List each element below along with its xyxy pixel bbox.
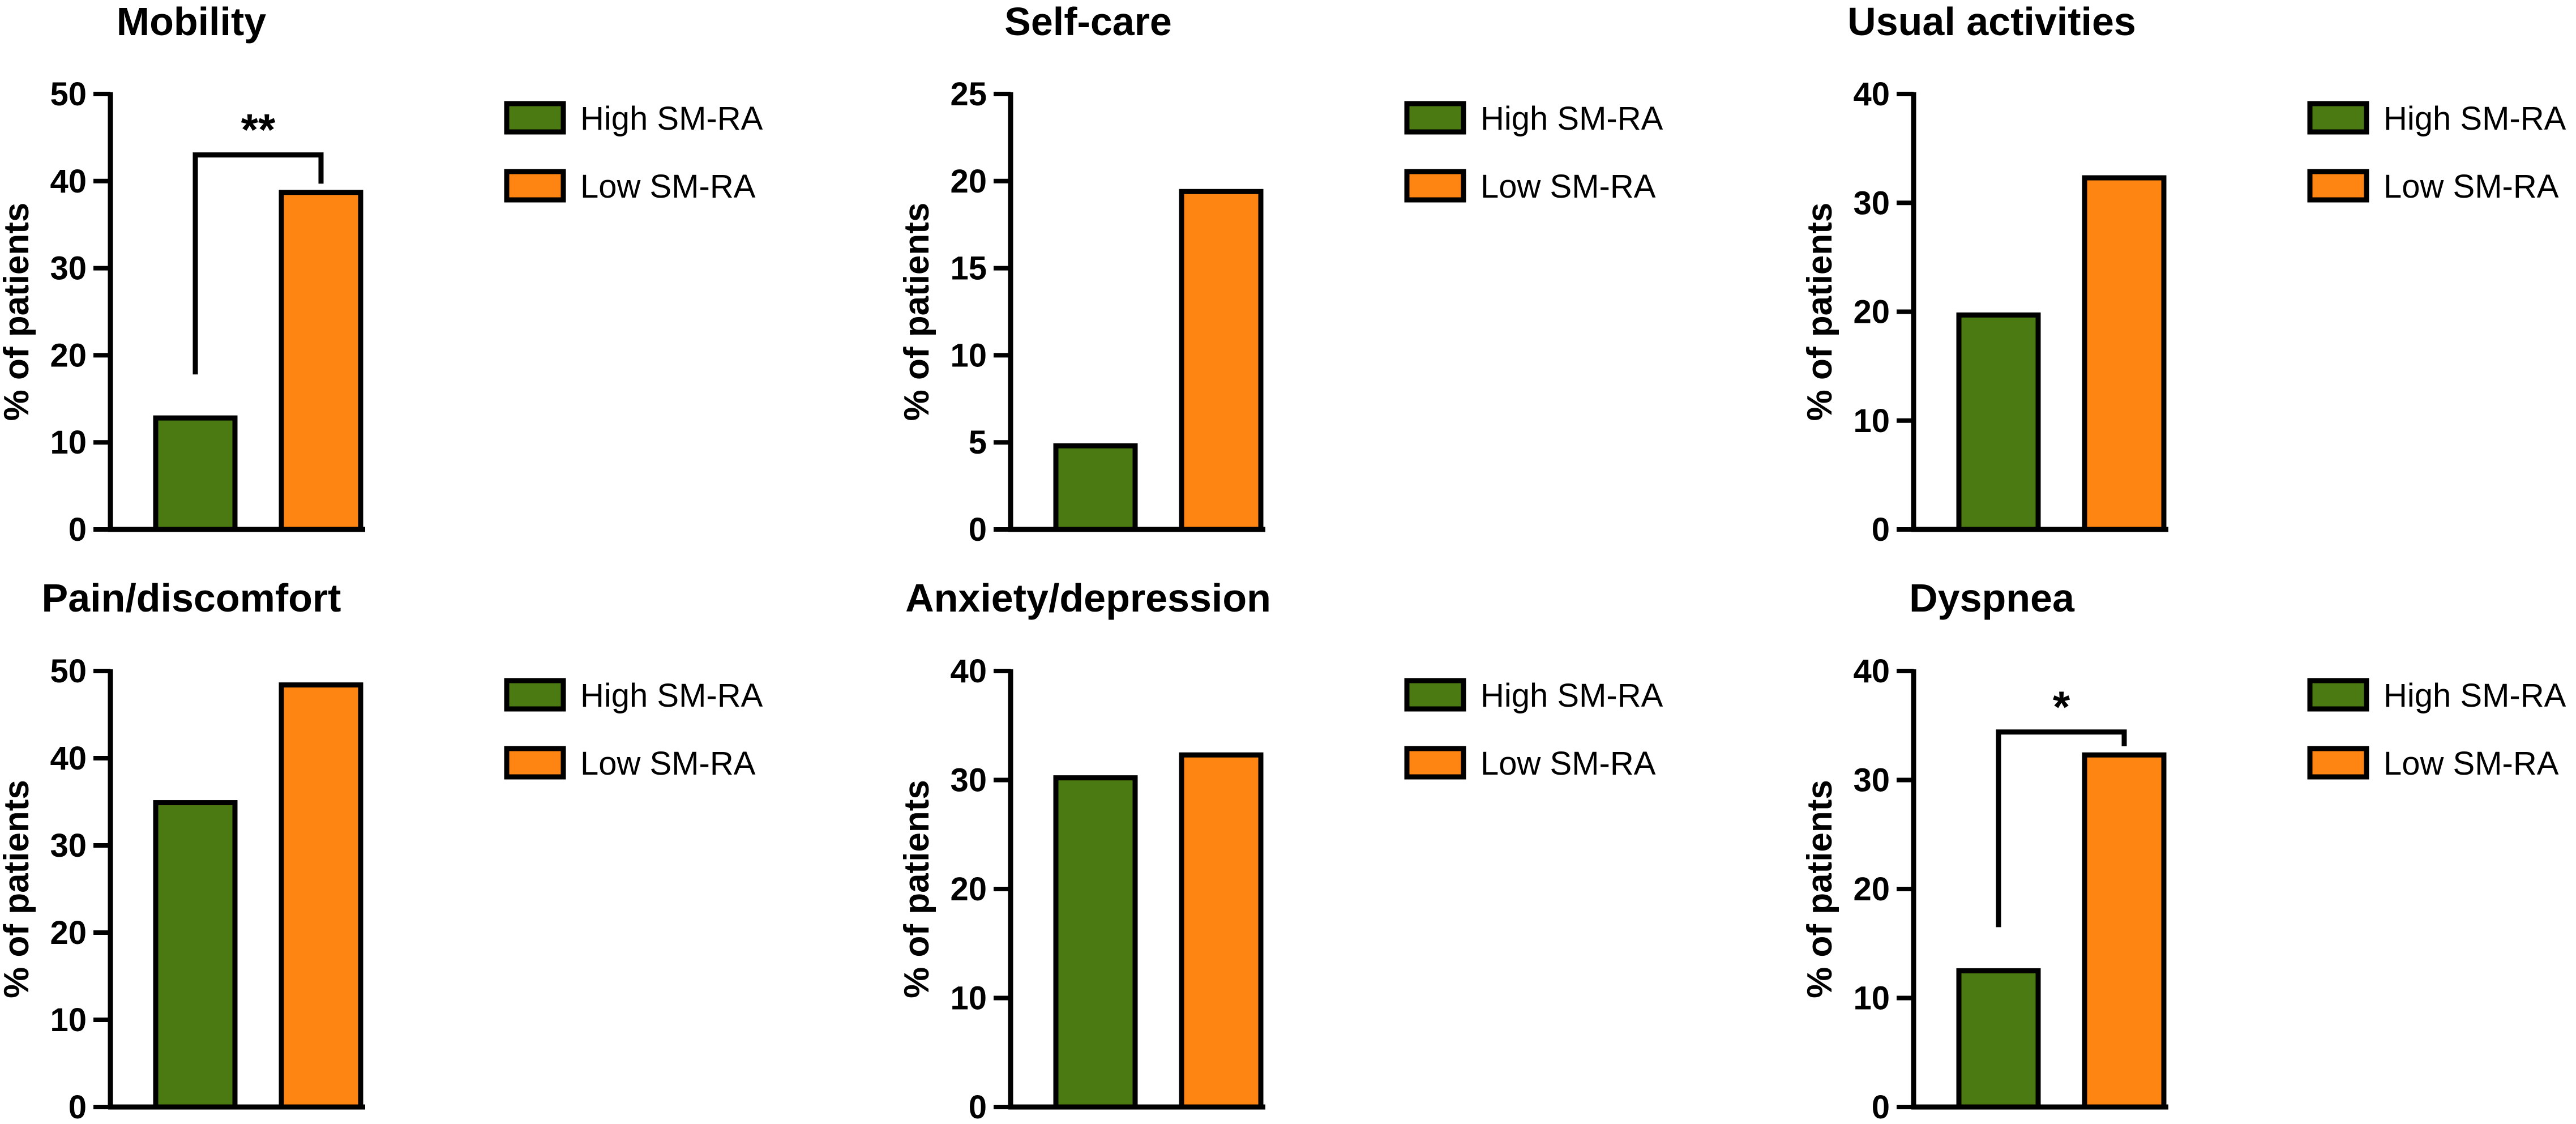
- y-tick-label: 10: [950, 980, 987, 1017]
- y-tick-label: 20: [950, 871, 987, 908]
- y-tick-label: 10: [50, 1002, 87, 1038]
- y-tick-label: 30: [950, 762, 987, 799]
- y-tick-label: 50: [50, 653, 87, 690]
- significance-label: **: [241, 105, 276, 155]
- legend-label: High SM-RA: [2384, 677, 2566, 714]
- y-tick-label: 25: [950, 76, 987, 113]
- y-tick-label: 40: [950, 653, 987, 690]
- y-tick-label: 0: [1872, 511, 1890, 548]
- y-tick-label: 50: [50, 76, 87, 113]
- y-tick-label: 30: [1853, 185, 1890, 221]
- legend-swatch-high: [1404, 101, 1466, 135]
- legend-swatch-low: [1404, 746, 1466, 780]
- legend-label: Low SM-RA: [580, 168, 756, 205]
- y-tick-label: 10: [1853, 403, 1890, 439]
- bar-high-sm-ra: [1956, 312, 2041, 532]
- y-tick-label: 40: [1853, 76, 1890, 113]
- y-tick-label: 20: [50, 337, 87, 374]
- y-tick-label: 40: [1853, 653, 1890, 690]
- legend-label: High SM-RA: [1480, 100, 1663, 137]
- y-tick-label: 0: [1872, 1089, 1890, 1124]
- chart-usual-activities: Usual activities % of patients 0 10 20 30 40 Hi…: [1800, 0, 2566, 548]
- y-tick-label: 10: [50, 424, 87, 461]
- bar-low-sm-ra: [2082, 752, 2167, 1110]
- bar-high-sm-ra: [153, 415, 238, 532]
- chart-title: Self-care: [1004, 0, 1172, 44]
- chart-title: Pain/discomfort: [42, 576, 341, 620]
- legend-label: Low SM-RA: [1480, 745, 1656, 782]
- legend-swatch-high: [504, 678, 566, 712]
- legend-swatch-low: [504, 746, 566, 780]
- bar-high-sm-ra: [1053, 443, 1138, 532]
- legend-label: Low SM-RA: [2384, 168, 2559, 205]
- y-tick-label: 20: [50, 914, 87, 951]
- y-tick-label: 0: [969, 1089, 987, 1124]
- y-tick-label: 30: [1853, 762, 1890, 799]
- y-axis-label: % of patients: [897, 780, 936, 998]
- chart-self-care: Self-care % of patients 0 5 10 15 20 25 High SM-…: [897, 0, 1663, 548]
- legend-swatch-low: [1404, 169, 1466, 203]
- legend-swatch-low: [2307, 169, 2369, 203]
- chart-title: Mobility: [117, 0, 266, 44]
- chart-dyspnea: Dyspnea % of patients 0 10 20 30 40 * High SM-RA…: [1800, 576, 2566, 1124]
- chart-title: Usual activities: [1847, 0, 2136, 44]
- legend-label: High SM-RA: [1480, 677, 1663, 714]
- y-tick-label: 30: [50, 827, 87, 864]
- significance-label: *: [2053, 682, 2070, 732]
- chart-mobility: Mobility % of patients 0 10 20 30 40 50 ** High S…: [0, 0, 763, 548]
- legend-label: Low SM-RA: [2384, 745, 2559, 782]
- legend-label: Low SM-RA: [1480, 168, 1656, 205]
- bar-high-sm-ra: [1956, 968, 2041, 1110]
- bar-low-sm-ra: [279, 190, 363, 532]
- bar-high-sm-ra: [153, 800, 238, 1110]
- legend-swatch-high: [2307, 101, 2369, 135]
- y-tick-label: 20: [1853, 294, 1890, 331]
- y-axis-label: % of patients: [897, 203, 936, 421]
- legend-swatch-high: [2307, 678, 2369, 712]
- y-tick-label: 40: [50, 740, 87, 777]
- y-tick-label: 5: [969, 424, 987, 461]
- chart-anxiety-depression: Anxiety/depression % of patients 0 10 20 30 40…: [897, 576, 1663, 1124]
- chart-pain-discomfort: Pain/discomfort % of patients 0 10 20 30 40 50 H…: [0, 576, 763, 1124]
- significance-bracket: [192, 152, 324, 375]
- y-tick-label: 15: [950, 250, 987, 287]
- legend-swatch-high: [504, 101, 566, 135]
- bar-low-sm-ra: [1179, 752, 1264, 1110]
- legend-label: High SM-RA: [580, 100, 763, 137]
- y-axis-label: % of patients: [1800, 203, 1839, 421]
- y-tick-label: 10: [950, 337, 987, 374]
- significance-bracket: [1996, 729, 2127, 928]
- legend-swatch-high: [1404, 678, 1466, 712]
- legend-label: High SM-RA: [580, 677, 763, 714]
- bar-high-sm-ra: [1053, 775, 1138, 1110]
- bar-low-sm-ra: [2082, 175, 2167, 532]
- y-axis-label: % of patients: [0, 203, 36, 421]
- y-tick-label: 30: [50, 250, 87, 287]
- y-tick-label: 0: [69, 511, 87, 548]
- legend-label: High SM-RA: [2384, 100, 2566, 137]
- y-tick-label: 20: [1853, 871, 1890, 908]
- chart-title: Dyspnea: [1909, 576, 2075, 620]
- y-tick-label: 40: [50, 163, 87, 200]
- y-tick-label: 0: [969, 511, 987, 548]
- y-tick-label: 20: [950, 163, 987, 200]
- y-axis-label: % of patients: [0, 780, 36, 998]
- legend-label: Low SM-RA: [580, 745, 756, 782]
- y-tick-label: 10: [1853, 980, 1890, 1017]
- y-axis-label: % of patients: [1800, 780, 1839, 998]
- legend-swatch-low: [2307, 746, 2369, 780]
- chart-title: Anxiety/depression: [905, 576, 1271, 620]
- bar-low-sm-ra: [279, 682, 363, 1110]
- legend-swatch-low: [504, 169, 566, 203]
- bar-low-sm-ra: [1179, 189, 1264, 532]
- y-tick-label: 0: [69, 1089, 87, 1124]
